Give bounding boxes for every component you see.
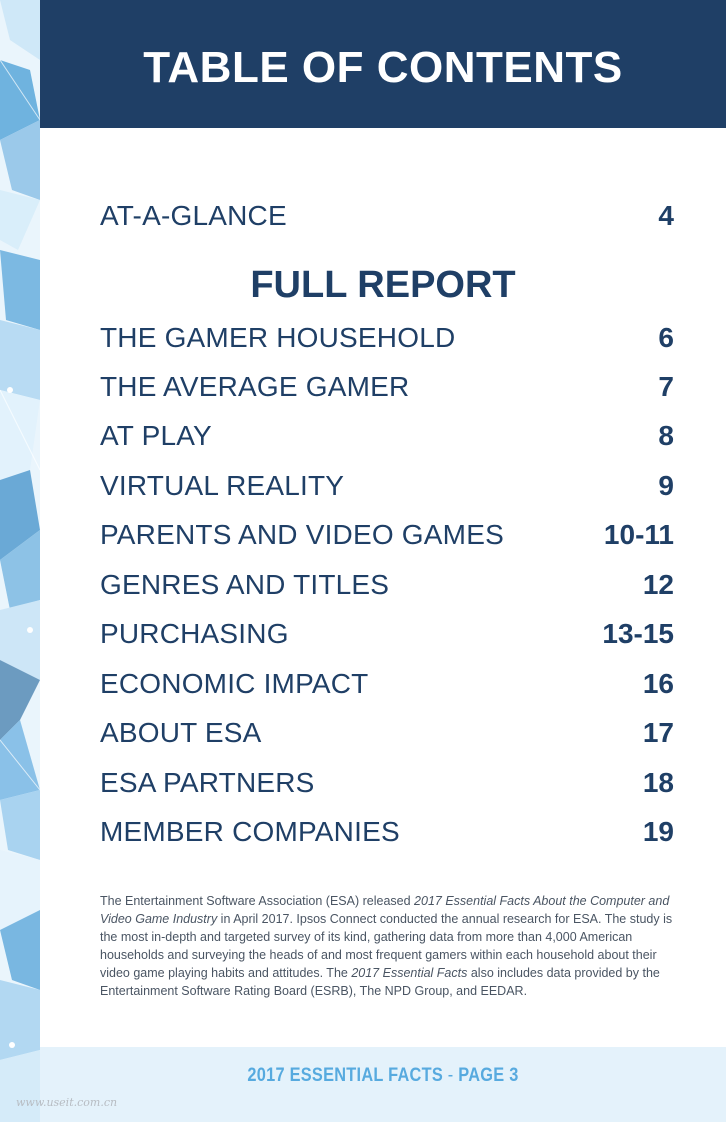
toc-page-number: 17 [642,717,674,748]
toc-page-number: 13-15 [602,618,674,649]
geometric-pattern-graphic [0,0,40,1122]
about-paragraph: The Entertainment Software Association (… [100,892,680,1000]
about-report-title: 2017 Essential Facts [351,966,468,980]
toc-page-number: 18 [642,767,674,798]
about-text-part: in April 2017. Ipsos Connect conducted t… [100,912,673,980]
about-report-title: 2017 Essential Facts About the Computer … [100,894,670,926]
toc-label: GENRES AND TITLES [100,569,390,600]
toc-label: THE GAMER HOUSEHOLD [100,322,456,353]
toc-row[interactable]: THE GAMER HOUSEHOLD 6 [100,318,674,358]
full-report-heading: FULL REPORT [250,264,516,306]
about-text-part: also includes data provided by the Enter… [100,966,660,998]
toc-page-number: 19 [642,816,674,847]
toc-row[interactable]: ESA PARTNERS 18 [100,763,674,803]
watermark: www.useit.com.cn [16,1096,118,1109]
toc-label: AT-A-GLANCE [100,200,287,231]
toc-page-number: 8 [658,420,674,451]
decorative-side-pattern [0,0,40,1122]
toc-label: PURCHASING [100,618,289,649]
page-footer: 2017 ESSENTIAL FACTS - PAGE 3 [40,1047,726,1122]
toc-page-number: 6 [658,322,674,353]
about-text-part: The Entertainment Software Association (… [100,894,415,908]
toc-row[interactable]: AT PLAY 8 [100,416,674,456]
footer-separator: - [442,1065,459,1086]
toc-row[interactable]: PURCHASING 13-15 [100,614,674,654]
toc-page-number: 7 [658,371,674,402]
footer-title: 2017 ESSENTIAL FACTS [247,1065,443,1086]
toc-label: AT PLAY [100,420,212,451]
toc-row[interactable]: MEMBER COMPANIES 19 [100,812,674,852]
toc-page-number: 16 [642,668,674,699]
toc-row[interactable]: PARENTS AND VIDEO GAMES 10-11 [100,515,674,555]
footer-page-number: PAGE 3 [458,1065,519,1086]
page-title: TABLE OF CONTENTS [143,43,623,92]
toc-row[interactable]: ABOUT ESA 17 [100,713,674,753]
toc-label: MEMBER COMPANIES [100,816,400,847]
toc-label: ESA PARTNERS [100,767,315,798]
toc-row[interactable]: THE AVERAGE GAMER 7 [100,367,674,407]
toc-label: PARENTS AND VIDEO GAMES [100,519,504,550]
toc-page-number: 10-11 [603,519,674,550]
toc-label: THE AVERAGE GAMER [100,371,410,402]
toc-page-number: 9 [658,470,674,501]
toc-row[interactable]: GENRES AND TITLES 12 [100,565,674,605]
toc-page-number: 12 [642,569,674,600]
toc-label: VIRTUAL REALITY [100,470,345,501]
toc-label: ECONOMIC IMPACT [100,668,369,699]
toc-label: ABOUT ESA [100,717,262,748]
footer-label: 2017 ESSENTIAL FACTS - PAGE 3 [88,1065,678,1087]
toc-page-number: 4 [658,200,674,231]
toc-row[interactable]: ECONOMIC IMPACT 16 [100,664,674,704]
page-header: TABLE OF CONTENTS [40,0,726,128]
toc-row[interactable]: VIRTUAL REALITY 9 [100,466,674,506]
toc-row-at-a-glance[interactable]: AT-A-GLANCE 4 [100,196,674,236]
